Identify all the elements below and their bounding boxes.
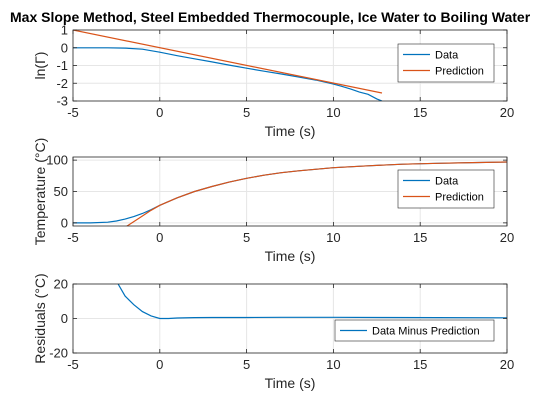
legend-entry: Prediction [435,192,484,204]
legend-box [334,319,495,342]
y-tick-label: -1 [56,58,68,73]
x-axis-label: Time (s) [265,375,316,391]
x-tick-label: 20 [500,105,514,120]
x-tick-label: -5 [67,105,79,120]
series-line-data-minus-prediction [117,284,507,320]
legend-entry: Data [435,176,459,188]
y-tick-label: -2 [56,76,68,91]
y-tick-label: 20 [54,277,68,292]
y-tick-label: 50 [54,184,68,199]
y-tick-label: 100 [46,153,68,168]
y-tick-label: 0 [61,215,68,230]
y-tick-label: 0 [61,40,68,55]
x-tick-label: 15 [413,105,427,120]
series-line-data [73,47,383,101]
x-tick-label: -5 [67,357,79,372]
legend-entry: Data [435,50,459,62]
x-tick-label: 0 [156,357,163,372]
x-tick-label: 5 [243,357,250,372]
legend-entry: Prediction [435,66,484,78]
y-tick-label: 1 [61,23,68,38]
y-axis-label: Residuals (°C) [32,273,48,363]
y-tick-label: -3 [56,94,68,109]
x-tick-label: 20 [500,357,514,372]
x-tick-label: 10 [326,357,340,372]
x-tick-label: 0 [156,105,163,120]
x-tick-label: 10 [326,105,340,120]
legend-entry: Data Minus Prediction [372,326,480,338]
legend-box [397,43,495,83]
series-line-prediction [125,161,507,226]
figure-title: Max Slope Method, Steel Embedded Thermoc… [10,9,531,25]
x-tick-label: 20 [500,230,514,245]
x-tick-label: -5 [67,230,79,245]
series-line-prediction [73,30,383,94]
x-tick-label: 0 [156,230,163,245]
chart-panel-1: -5 0 5 10 15 20 -3 -2 -1 0 1 Time (s) ln(Γ) Data Predi… [32,23,514,140]
x-tick-label: 15 [413,357,427,372]
x-tick-label: 10 [326,230,340,245]
y-tick-label: -20 [49,346,68,361]
y-tick-label: 0 [61,311,68,326]
legend: Data Minus Prediction [334,319,495,342]
chart-panel-3: -5 0 5 10 15 20 -20 0 20 Time (s) Residuals (°C) Da… [32,273,514,391]
y-axis-label: ln(Γ) [32,52,48,80]
x-tick-label: 15 [413,230,427,245]
legend: Data Prediction [397,169,495,209]
legend: Data Prediction [397,43,495,83]
legend-box [397,169,495,209]
x-tick-label: 5 [243,105,250,120]
x-tick-label: 5 [243,230,250,245]
y-axis-label: Temperature (°C) [32,138,48,246]
x-axis-label: Time (s) [265,248,316,264]
x-axis-label: Time (s) [265,123,316,139]
